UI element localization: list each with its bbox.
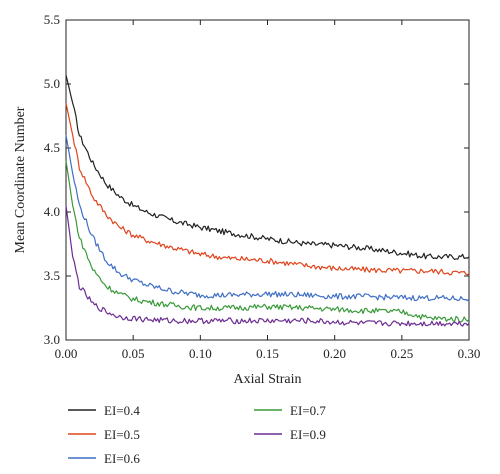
y-axis-title: Mean Coordinate Number [13,106,28,253]
x-tick-label: 0.20 [323,346,346,361]
x-axis: 0.00 0.05 0.10 0.15 0.20 0.25 0.30 [55,20,481,361]
series-line-1 [65,74,470,261]
x-tick-label: 0.00 [55,346,78,361]
y-tick-label: 5.5 [44,12,60,27]
x-tick-label: 0.15 [256,346,279,361]
x-tick-label: 0.25 [390,346,413,361]
x-tick-label: 0.10 [189,346,212,361]
y-tick-label: 3.5 [44,268,60,283]
y-tick-label: 4.0 [44,204,60,219]
x-tick-label: 0.30 [458,346,481,361]
y-tick-label: 4.5 [44,140,60,155]
series-line-4 [65,160,470,323]
legend-label: EI=0.4 [104,403,140,418]
plot-area [65,19,470,341]
series-line-2 [65,103,470,276]
legend-label: EI=0.9 [290,427,326,442]
legend-label: EI=0.5 [104,427,140,442]
series-lines [65,74,470,327]
x-tick-label: 0.05 [122,346,145,361]
x-axis-title: Axial Strain [233,372,301,387]
y-axis: 3.0 3.5 4.0 4.5 5.0 5.5 [44,12,469,347]
y-tick-label: 3.0 [44,332,60,347]
y-tick-label: 5.0 [44,76,60,91]
legend-label: EI=0.7 [290,403,326,418]
series-line-5 [65,205,470,327]
legend: EI=0.4 EI=0.5 EI=0.6 EI=0.7 EI=0.9 [68,403,326,466]
series-line-3 [65,135,470,302]
legend-label: EI=0.6 [104,451,140,466]
